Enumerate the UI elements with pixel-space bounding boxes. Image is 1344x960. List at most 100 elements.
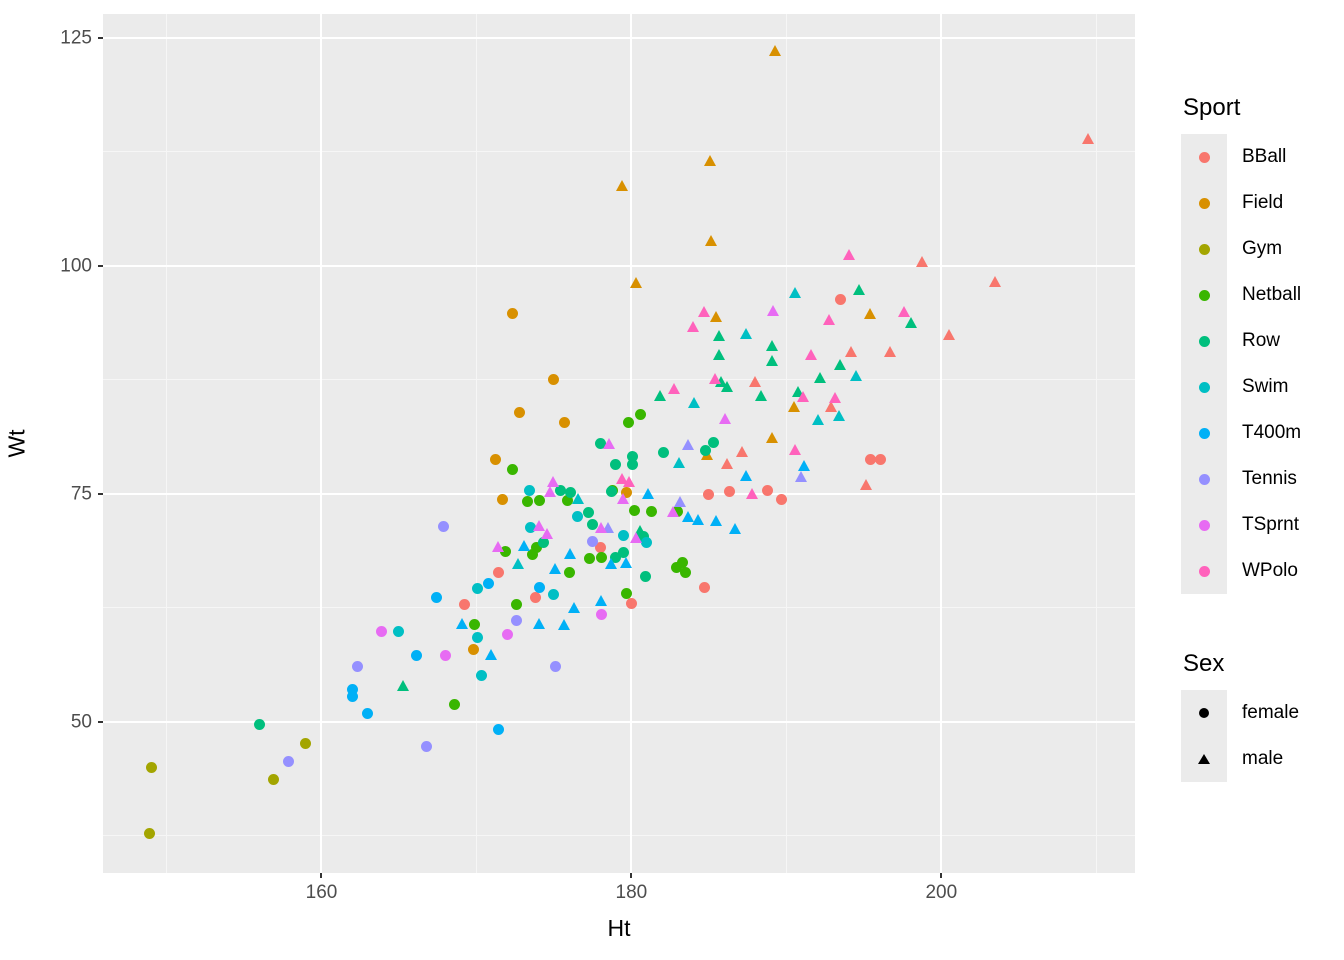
legend-item-label: Gym	[1242, 238, 1283, 259]
data-point-bball-male	[860, 478, 873, 490]
legend-item-netball: Netball	[1181, 272, 1344, 318]
legend-item-row: Row	[1181, 318, 1344, 364]
data-point-t400m-female	[410, 650, 422, 662]
data-point-row-female	[658, 447, 670, 459]
data-point-swim-male	[812, 414, 825, 426]
data-point-t400m-male	[620, 557, 633, 569]
data-point-row-female	[254, 718, 265, 730]
legend-item-male: male	[1181, 736, 1344, 782]
legend-item-label: BBall	[1242, 146, 1287, 167]
data-point-row-male	[714, 375, 727, 387]
legend-color-dot-icon	[1198, 289, 1210, 301]
data-point-swim-female	[618, 530, 630, 542]
data-point-field-female	[559, 417, 571, 429]
data-point-row-female	[708, 437, 720, 449]
data-point-field-female	[489, 453, 501, 465]
data-point-row-female	[610, 458, 622, 470]
data-point-t400m-female	[430, 592, 442, 604]
x-tick-mark	[630, 873, 633, 878]
data-point-t400m-male	[485, 648, 498, 660]
data-point-field-male	[787, 401, 800, 413]
data-point-row-female	[554, 485, 566, 497]
legend-item-label: female	[1242, 702, 1300, 723]
legend-item-bball: BBall	[1181, 134, 1344, 180]
data-point-field-female	[467, 644, 479, 656]
legend-triangle-icon	[1198, 754, 1210, 764]
data-point-row-female	[627, 450, 639, 462]
data-point-tsprnt-male	[541, 528, 554, 540]
data-point-netball-female	[469, 619, 481, 631]
data-point-bball-male	[989, 275, 1002, 287]
data-point-t400m-female	[492, 724, 504, 736]
data-point-swim-male	[789, 286, 802, 298]
data-point-field-male	[615, 179, 628, 191]
x-major-gridline	[320, 14, 323, 873]
data-point-netball-female	[506, 463, 518, 475]
legend-item-label: Tennis	[1242, 468, 1297, 489]
data-point-bball-male	[916, 256, 929, 268]
data-point-netball-female	[670, 562, 682, 574]
data-point-t400m-male	[691, 513, 704, 525]
y-tick-mark	[98, 264, 103, 267]
data-point-row-male	[397, 679, 410, 691]
data-point-netball-female	[622, 417, 634, 429]
data-point-wpolo-male	[668, 383, 681, 395]
legend-color-dot-icon	[1198, 427, 1210, 439]
data-point-row-female	[565, 487, 577, 499]
data-point-t400m-male	[641, 488, 654, 500]
data-point-tennis-male	[795, 470, 808, 482]
data-point-netball-female	[534, 495, 546, 507]
data-point-tsprnt-male	[617, 492, 630, 504]
data-point-t400m-male	[595, 594, 608, 606]
legend-item-label: Row	[1242, 330, 1281, 351]
y-tick-label: 75	[70, 483, 92, 505]
data-point-tsprnt-female	[501, 628, 513, 640]
y-minor-gridline	[103, 379, 1135, 381]
legend-key	[1181, 736, 1227, 782]
legend-key	[1181, 410, 1227, 456]
data-point-row-male	[713, 349, 726, 361]
data-point-tsprnt-male	[533, 519, 546, 531]
data-point-t400m-male	[567, 602, 580, 614]
y-tick-mark	[98, 720, 103, 723]
data-point-tsprnt-female	[596, 608, 608, 620]
data-point-row-female	[618, 547, 630, 559]
legend-item-label: Netball	[1242, 284, 1302, 305]
data-point-swim-male	[688, 396, 701, 408]
x-minor-gridline	[166, 14, 168, 873]
data-point-row-female	[700, 445, 712, 457]
legend-item-female: female	[1181, 690, 1344, 736]
legend-color-dot-icon	[1198, 381, 1210, 393]
legend-item-tennis: Tennis	[1181, 456, 1344, 502]
legend-sex: Sex female male	[1181, 650, 1344, 782]
legend-color-dot-icon	[1198, 243, 1210, 255]
legend-color-dot-icon	[1198, 519, 1210, 531]
data-point-t400m-male	[798, 459, 811, 471]
data-point-netball-female	[635, 408, 647, 420]
data-point-field-female	[548, 374, 560, 386]
legend-key	[1181, 456, 1227, 502]
data-point-wpolo-male	[745, 488, 758, 500]
legend-item-tsprnt: TSprnt	[1181, 502, 1344, 548]
plot-panel	[103, 14, 1135, 873]
data-point-bball-female	[723, 486, 735, 498]
data-point-t400m-female	[362, 707, 374, 719]
legend-sport-items: BBall Field Gym Netball Row Swim T400m Tennis TS…	[1181, 134, 1344, 594]
legend-item-label: Field	[1242, 192, 1284, 213]
legend-color-dot-icon	[1198, 473, 1210, 485]
data-point-bball-female	[835, 293, 847, 305]
y-minor-gridline	[103, 607, 1135, 609]
data-point-t400m-male	[739, 469, 752, 481]
data-point-field-female	[497, 493, 509, 505]
y-tick-label: 100	[60, 255, 92, 277]
data-point-bball-male	[942, 329, 955, 341]
legend-key	[1181, 364, 1227, 410]
legend-item-label: T400m	[1242, 422, 1302, 443]
legend-item-t400m: T400m	[1181, 410, 1344, 456]
y-minor-gridline	[103, 835, 1135, 837]
data-point-row-male	[813, 372, 826, 384]
data-point-netball-female	[680, 566, 692, 578]
data-point-swim-female	[475, 669, 487, 681]
legend-item-wpolo: WPolo	[1181, 548, 1344, 594]
data-point-field-female	[506, 307, 518, 319]
